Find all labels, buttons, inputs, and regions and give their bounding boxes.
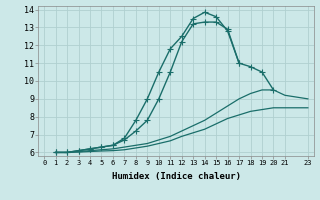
X-axis label: Humidex (Indice chaleur): Humidex (Indice chaleur) [111,172,241,181]
